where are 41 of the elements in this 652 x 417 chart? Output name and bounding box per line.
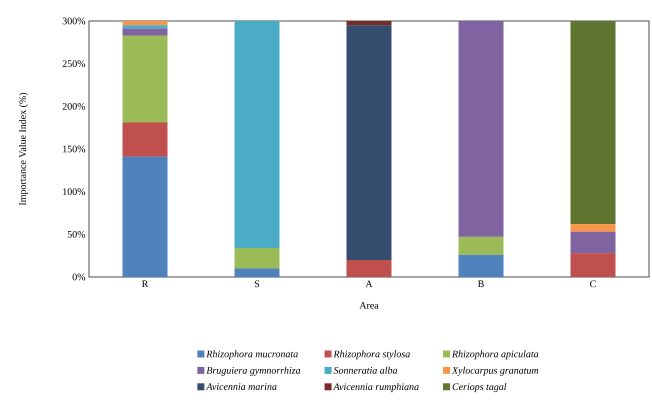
bar xyxy=(458,21,504,237)
bar xyxy=(458,254,504,278)
bar xyxy=(570,232,616,254)
y-axis-title: Importance Value Index (%) xyxy=(18,92,28,206)
legend-label: Avicennia marina xyxy=(206,383,277,390)
y-tick-label: 150% xyxy=(63,146,86,152)
y-tick-label: 200% xyxy=(62,102,86,110)
y-tick-label: 250% xyxy=(62,60,86,68)
y-tick-label: 100% xyxy=(63,188,86,196)
bar xyxy=(122,122,168,157)
x-axis-title: Area xyxy=(359,302,379,309)
legend-label: Ceriops tagal xyxy=(452,383,506,392)
legend-label: Rhizophora apiculata xyxy=(452,350,538,360)
bar xyxy=(122,36,168,123)
bar xyxy=(570,253,616,278)
bar xyxy=(234,268,280,278)
y-tick-label: 50% xyxy=(68,230,86,238)
legend-label: Rhizophora mucronata xyxy=(206,350,298,360)
legend-label: Bruguiera gymnorrhiza xyxy=(206,366,300,376)
legend-label: Avicennia rumphiana xyxy=(332,383,419,392)
bar xyxy=(570,21,616,224)
bar xyxy=(234,21,280,248)
legend-label: Xylocarpus granatum xyxy=(452,366,538,376)
x-tick-label: C xyxy=(590,280,596,288)
bar xyxy=(570,224,616,232)
bar xyxy=(122,156,168,278)
bar xyxy=(346,260,392,278)
y-tick-label: 300% xyxy=(62,18,86,24)
legend-label: Rhizophora stylosa xyxy=(333,350,410,360)
bar xyxy=(346,25,392,260)
bar xyxy=(458,236,504,255)
x-tick-label: R xyxy=(142,280,148,288)
y-tick-label: 0% xyxy=(72,274,86,280)
x-tick-label: A xyxy=(366,280,373,288)
bar xyxy=(122,28,168,36)
legend-label: Sonneratia alba xyxy=(334,366,398,374)
bar xyxy=(234,248,280,268)
bar xyxy=(346,21,392,26)
x-tick-label: B xyxy=(478,280,484,288)
x-tick-label: S xyxy=(254,280,260,288)
bar xyxy=(122,21,168,26)
